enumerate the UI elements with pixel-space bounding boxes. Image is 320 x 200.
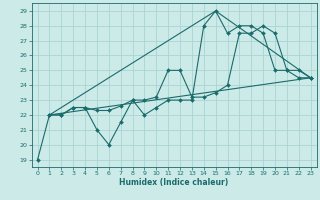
- X-axis label: Humidex (Indice chaleur): Humidex (Indice chaleur): [119, 178, 229, 187]
